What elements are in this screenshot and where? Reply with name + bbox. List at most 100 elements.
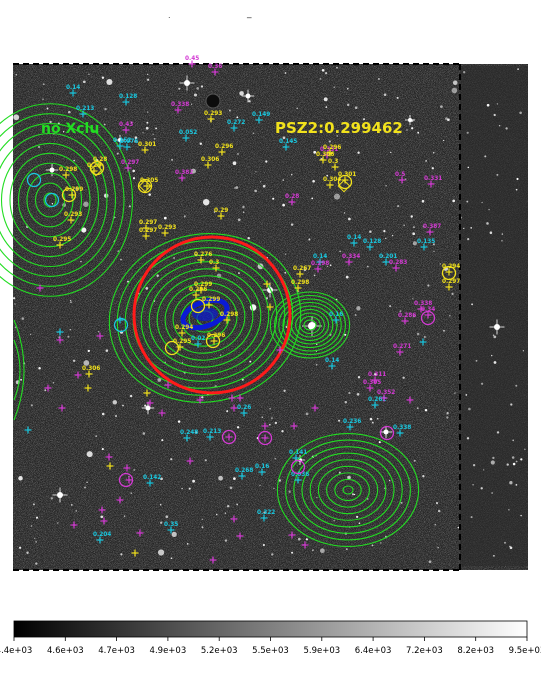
star [320,548,325,554]
star [367,265,369,268]
star [84,486,86,489]
star [271,417,273,419]
star [237,153,239,155]
colorbar-tick-label: 4.4e+03 [0,646,32,656]
star [86,481,88,484]
star [196,87,200,90]
contour-east [278,298,342,352]
star [95,435,98,437]
star [396,96,399,99]
star [412,298,414,300]
contour-southeast [276,432,420,548]
image-right-strip [460,66,528,566]
star [69,328,72,331]
star [216,513,218,516]
star [224,512,227,514]
star [333,86,335,88]
star [346,87,349,90]
star [160,477,163,481]
star [486,103,490,107]
star [201,396,204,399]
contour-southeast [285,439,411,541]
star [170,458,173,461]
star [71,504,73,506]
cyan-redshift-label: 0.128 [119,94,137,100]
star [324,71,328,75]
yellow-redshift-label: 0.276 [194,252,212,258]
star [509,546,513,550]
star [425,160,427,162]
galaxy-markers: 0.140.1280.2130.0520.1520.0760.2720.1490… [24,56,460,564]
star [152,133,154,136]
star [186,542,189,545]
star [274,421,278,425]
contour-west [43,192,57,208]
star [296,107,298,110]
star [120,553,123,556]
star [489,231,493,234]
star [509,481,513,485]
star [437,546,439,549]
star [284,271,287,274]
star [249,360,252,363]
star [315,363,318,366]
yellow-redshift-label: 0.306 [316,152,334,158]
star [218,475,223,481]
contour-main [164,282,246,354]
star [323,97,328,102]
star [148,193,151,196]
star [284,253,287,255]
cyan-redshift-label: 0.213 [203,429,221,435]
star [312,179,315,183]
star [362,118,366,121]
star [290,223,294,226]
yellow-redshift-label: 0.299 [65,187,83,193]
contour-east [269,291,351,359]
star [423,335,426,339]
star [354,314,357,316]
star [451,87,458,94]
star [326,174,329,177]
cyan-redshift-label: 0.149 [252,112,270,118]
star [103,123,106,126]
star [83,201,89,207]
star [73,159,75,162]
star [337,419,341,422]
star [263,511,266,514]
star [515,484,518,486]
star [30,404,33,407]
star [123,515,126,517]
star [329,264,332,267]
star [488,208,490,211]
star [190,168,196,174]
diamond-marker [138,179,152,193]
star [259,181,262,183]
star [75,187,78,190]
yellow-redshift-label: 0.299 [202,297,220,303]
star [467,166,470,169]
yellow-redshift-label: 0.293 [158,225,176,231]
star [352,493,354,496]
magenta-redshift-label: 0.45 [185,56,199,62]
star [147,111,149,113]
star [112,400,118,405]
star [122,404,124,407]
star [87,349,90,353]
cyan-redshift-label: 0.26 [237,405,251,411]
star [83,360,90,366]
star [101,76,105,79]
star [226,504,230,508]
field-frame [13,63,461,571]
star [346,103,350,107]
cyan-redshift-label: 0.16 [255,464,269,470]
cyan-redshift-label: 0.272 [227,120,245,126]
star [328,140,331,143]
cyan-redshift-label: 0.262 [368,397,386,403]
star [406,129,408,131]
colorbar-gradient [13,620,528,638]
star [192,479,196,483]
contour-main [148,268,262,368]
star [129,394,133,398]
star [389,305,392,308]
yellow-redshift-label: 0.297 [442,279,460,285]
